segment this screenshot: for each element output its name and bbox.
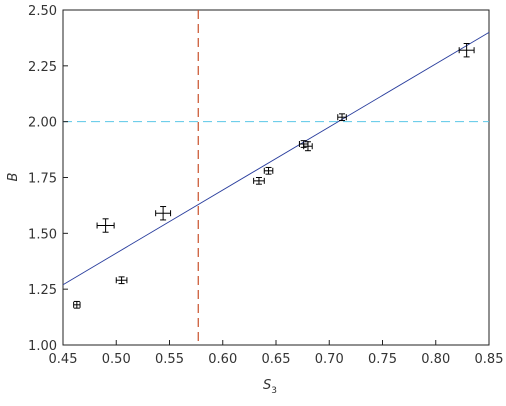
x-tick-label: 0.65	[262, 352, 291, 367]
reference-lines	[63, 10, 489, 345]
data-point	[73, 300, 81, 309]
x-axis-label-sub: 3	[271, 386, 277, 396]
data-point	[337, 113, 347, 122]
x-tick-label: 0.45	[49, 352, 78, 367]
fit-line	[62, 31, 490, 286]
data-point	[155, 206, 172, 221]
data-point	[96, 218, 115, 233]
y-tick-label: 1.00	[28, 339, 57, 354]
data-point	[253, 177, 265, 185]
y-tick-label: 2.50	[28, 4, 57, 19]
plot-area	[62, 9, 490, 346]
x-tick-label: 0.80	[421, 352, 450, 367]
data-point	[263, 166, 274, 175]
data-point	[303, 141, 313, 152]
y-axis-ticks: 1.00 1.25 1.50 1.75 2.00 2.25 2.50	[28, 4, 68, 354]
data-point	[458, 43, 475, 58]
data-point	[115, 276, 128, 285]
y-tick-label: 1.25	[28, 283, 57, 298]
x-tick-label: 0.55	[155, 352, 184, 367]
fit-line-group	[62, 31, 490, 286]
data-points	[73, 43, 475, 309]
y-tick-label: 2.00	[28, 116, 57, 131]
y-tick-label: 1.75	[28, 172, 57, 187]
y-tick-label: 2.25	[28, 60, 57, 75]
y-tick-label: 1.50	[28, 227, 57, 242]
y-axis-label: B	[6, 172, 21, 181]
x-tick-label: 0.60	[208, 352, 237, 367]
x-axis-label-main: S	[263, 378, 271, 393]
x-tick-label: 0.50	[102, 352, 131, 367]
x-tick-label: 0.70	[315, 352, 344, 367]
x-tick-label: 0.75	[368, 352, 397, 367]
x-axis-label: S3	[263, 378, 277, 396]
x-tick-label: 0.85	[475, 352, 504, 367]
x-axis-ticks: 0.45 0.50 0.55 0.60 0.65 0.70 0.75 0.80 0.85	[49, 340, 504, 367]
